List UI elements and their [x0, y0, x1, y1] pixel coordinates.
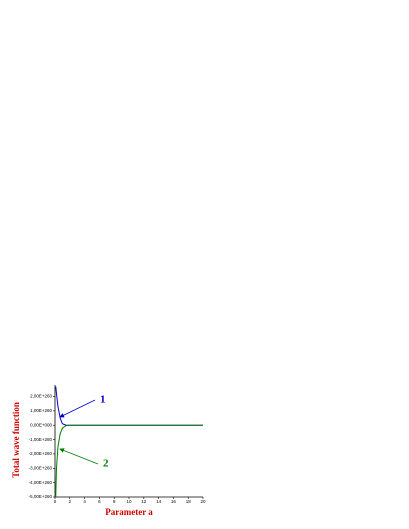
series-line: [55, 386, 203, 426]
x-tick-label: 0: [54, 499, 57, 504]
y-tick-label: -3,00E+260: [29, 465, 53, 470]
y-tick-label: -2,00E+260: [29, 451, 53, 456]
y-tick-label: -1,00E+260: [29, 437, 53, 442]
x-tick-label: 4: [83, 499, 86, 504]
x-tick-label: 16: [171, 499, 177, 504]
annotation-arrow: [59, 448, 99, 465]
y-tick-label: -5,00E+260: [29, 494, 53, 499]
x-tick-label: 8: [113, 499, 116, 504]
y-tick-label: 1,00E+260: [30, 408, 52, 413]
annotation-label: 1: [100, 394, 106, 406]
annotation-arrow: [59, 399, 96, 418]
y-tick-label: 2,00E+260: [30, 394, 52, 399]
x-tick-label: 20: [200, 499, 206, 504]
annotation-label: 2: [103, 458, 109, 470]
x-axis-label: Parameter a: [105, 507, 153, 517]
x-tick-label: 18: [186, 499, 192, 504]
x-tick-label: 6: [98, 499, 101, 504]
series-line: [55, 424, 203, 498]
x-tick-label: 10: [126, 499, 132, 504]
x-tick-label: 14: [156, 499, 162, 504]
x-tick-label: 2: [69, 499, 72, 504]
y-tick-label: -4,00E+260: [29, 480, 53, 485]
y-axis-label: Total wave function: [11, 402, 21, 478]
x-tick-label: 12: [141, 499, 147, 504]
y-tick-label: 0,00E+000: [30, 422, 52, 427]
